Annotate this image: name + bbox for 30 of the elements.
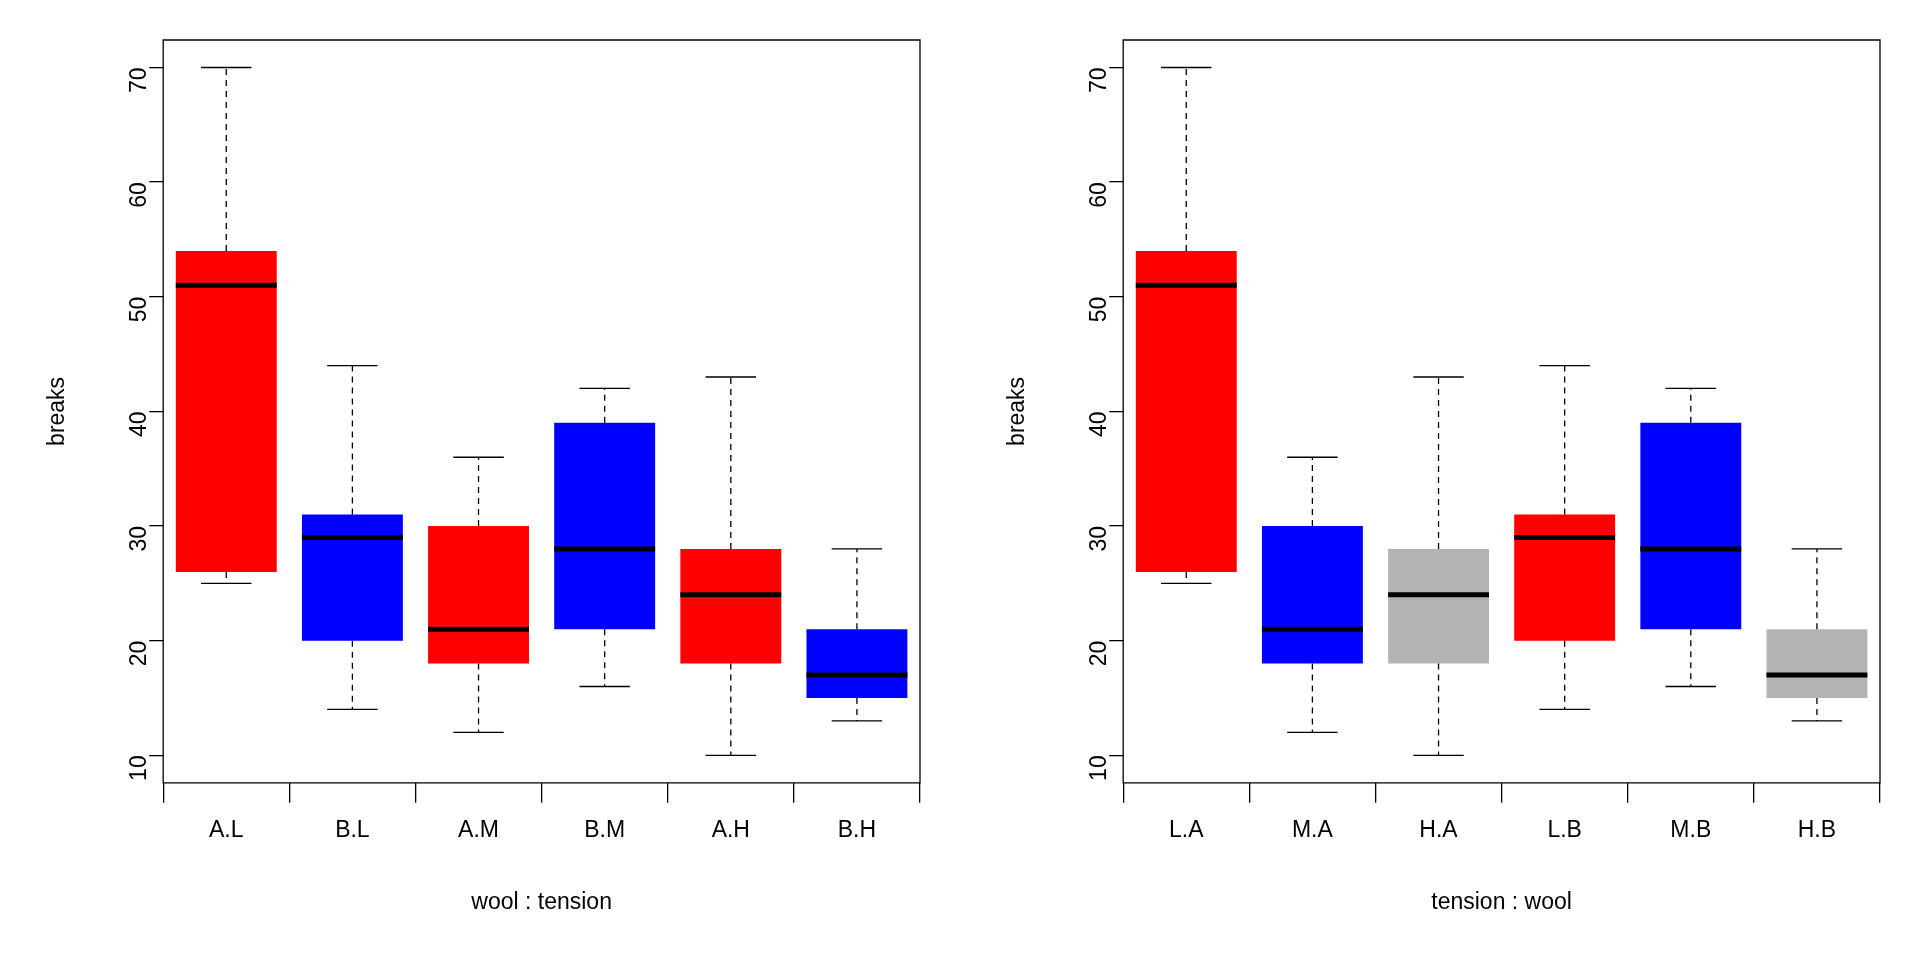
x-tick-label: A.M bbox=[458, 815, 499, 842]
x-tick-label: B.H bbox=[837, 815, 877, 842]
x-axis-title: tension : wool bbox=[1431, 887, 1572, 914]
x-tick-label: A.H bbox=[711, 815, 750, 842]
y-tick-label: 50 bbox=[124, 296, 151, 323]
y-tick-label: 70 bbox=[124, 67, 151, 94]
y-tick-label: 50 bbox=[1084, 296, 1111, 323]
y-tick-label: 10 bbox=[124, 755, 151, 781]
x-tick-label: A.L bbox=[209, 815, 244, 842]
x-tick-label: H.B bbox=[1797, 815, 1837, 842]
y-tick-label: 30 bbox=[1084, 526, 1111, 552]
y-tick-label: 40 bbox=[1084, 411, 1111, 437]
x-tick-label: L.A bbox=[1169, 815, 1205, 842]
x-tick-label: M.B bbox=[1670, 815, 1712, 842]
y-tick-label: 60 bbox=[124, 182, 151, 208]
y-tick-label: 10 bbox=[1084, 755, 1111, 781]
y-tick-label: 60 bbox=[1084, 182, 1111, 208]
x-tick-label: B.M bbox=[584, 815, 626, 842]
x-tick-label: B.L bbox=[335, 815, 370, 842]
y-tick-label: 20 bbox=[1084, 640, 1111, 667]
y-tick-label: 70 bbox=[1084, 67, 1111, 94]
y-tick-label: 40 bbox=[124, 411, 151, 437]
y-axis-title: breaks bbox=[43, 376, 70, 446]
x-axis-title: wool : tension bbox=[470, 887, 612, 914]
y-tick-label: 20 bbox=[124, 640, 151, 667]
x-tick-label: M.A bbox=[1291, 815, 1334, 842]
x-tick-label: H.A bbox=[1419, 815, 1459, 842]
x-tick-label: L.B bbox=[1547, 815, 1582, 842]
y-axis-title: breaks bbox=[1003, 376, 1030, 446]
y-tick-label: 30 bbox=[124, 526, 151, 552]
